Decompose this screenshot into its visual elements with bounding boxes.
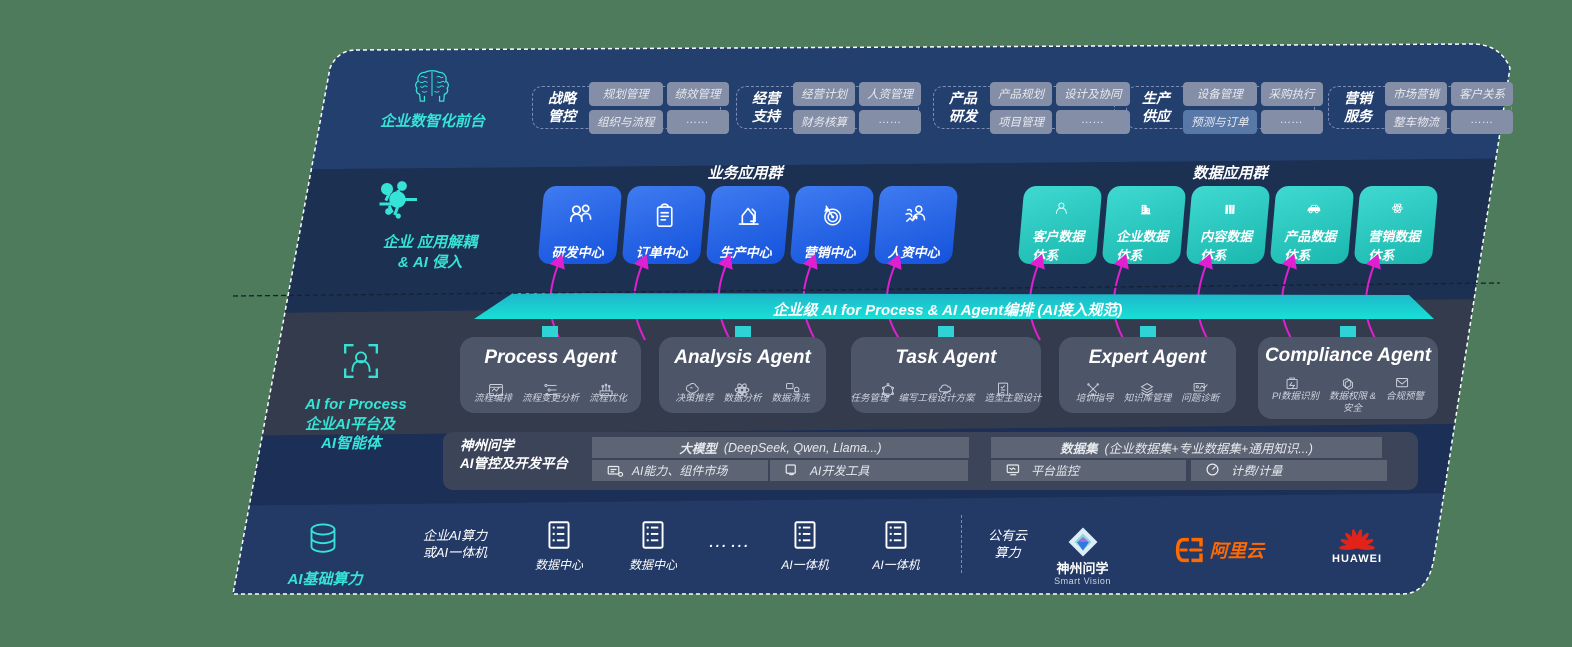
- svg-text:阿里云: 阿里云: [1210, 541, 1266, 561]
